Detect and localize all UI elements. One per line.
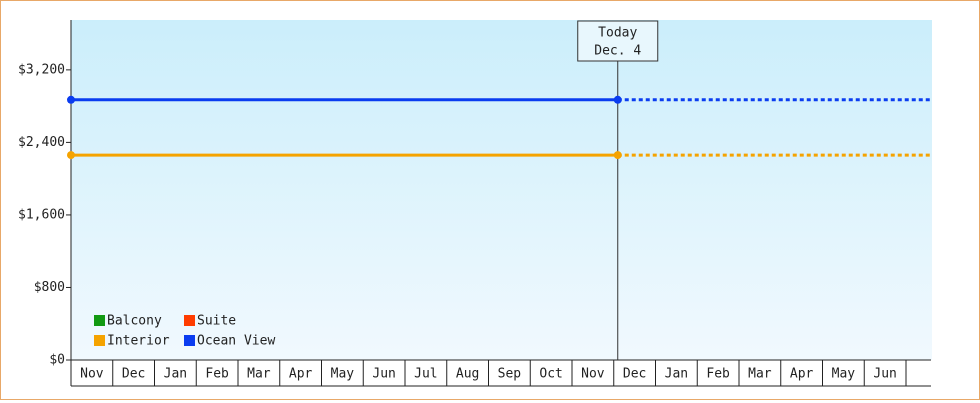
x-tick-label: Dec [122, 367, 145, 382]
legend-swatch [184, 315, 195, 326]
point [67, 151, 75, 160]
x-tick-label: Apr [289, 367, 313, 382]
x-tick-label: Aug [456, 367, 479, 382]
y-tick-label: $800 [34, 280, 65, 295]
legend-swatch [94, 315, 105, 326]
x-tick-label: Mar [247, 367, 271, 382]
x-tick-label: Nov [80, 367, 104, 382]
y-tick-label: $1,600 [18, 207, 65, 222]
x-tick-label: Jun [873, 367, 896, 382]
legend-label: Ocean View [197, 334, 275, 349]
plot-area [71, 20, 932, 360]
y-tick-label: $3,200 [18, 62, 65, 77]
x-tick-label: Jan [665, 367, 688, 382]
y-tick-label: $2,400 [18, 135, 65, 150]
x-tick-label: Jun [372, 367, 395, 382]
x-tick-label: Dec [623, 367, 646, 382]
x-tick-label: Apr [790, 367, 814, 382]
legend-label: Interior [107, 334, 170, 349]
x-tick-label: Feb [205, 367, 229, 382]
today-label: Today [598, 26, 637, 41]
x-tick-label: Jul [414, 367, 437, 382]
x-tick-label: Oct [539, 367, 562, 382]
today-box [577, 20, 659, 62]
today-date: Dec. 4 [594, 44, 641, 59]
x-tick-label: May [832, 367, 856, 382]
x-tick-label: May [331, 367, 355, 382]
x-tick-label: Sep [498, 367, 522, 382]
y-tick-label: $0 [49, 353, 65, 368]
legend-label: Balcony [107, 314, 162, 329]
point [67, 95, 75, 104]
x-tick-label: Nov [581, 367, 605, 382]
legend-swatch [184, 335, 195, 346]
x-tick-label: Jan [164, 367, 187, 382]
legend-label: Suite [197, 314, 236, 329]
legend-swatch [94, 335, 105, 346]
x-tick-label: Feb [706, 367, 730, 382]
x-tick-label: Mar [748, 367, 772, 382]
